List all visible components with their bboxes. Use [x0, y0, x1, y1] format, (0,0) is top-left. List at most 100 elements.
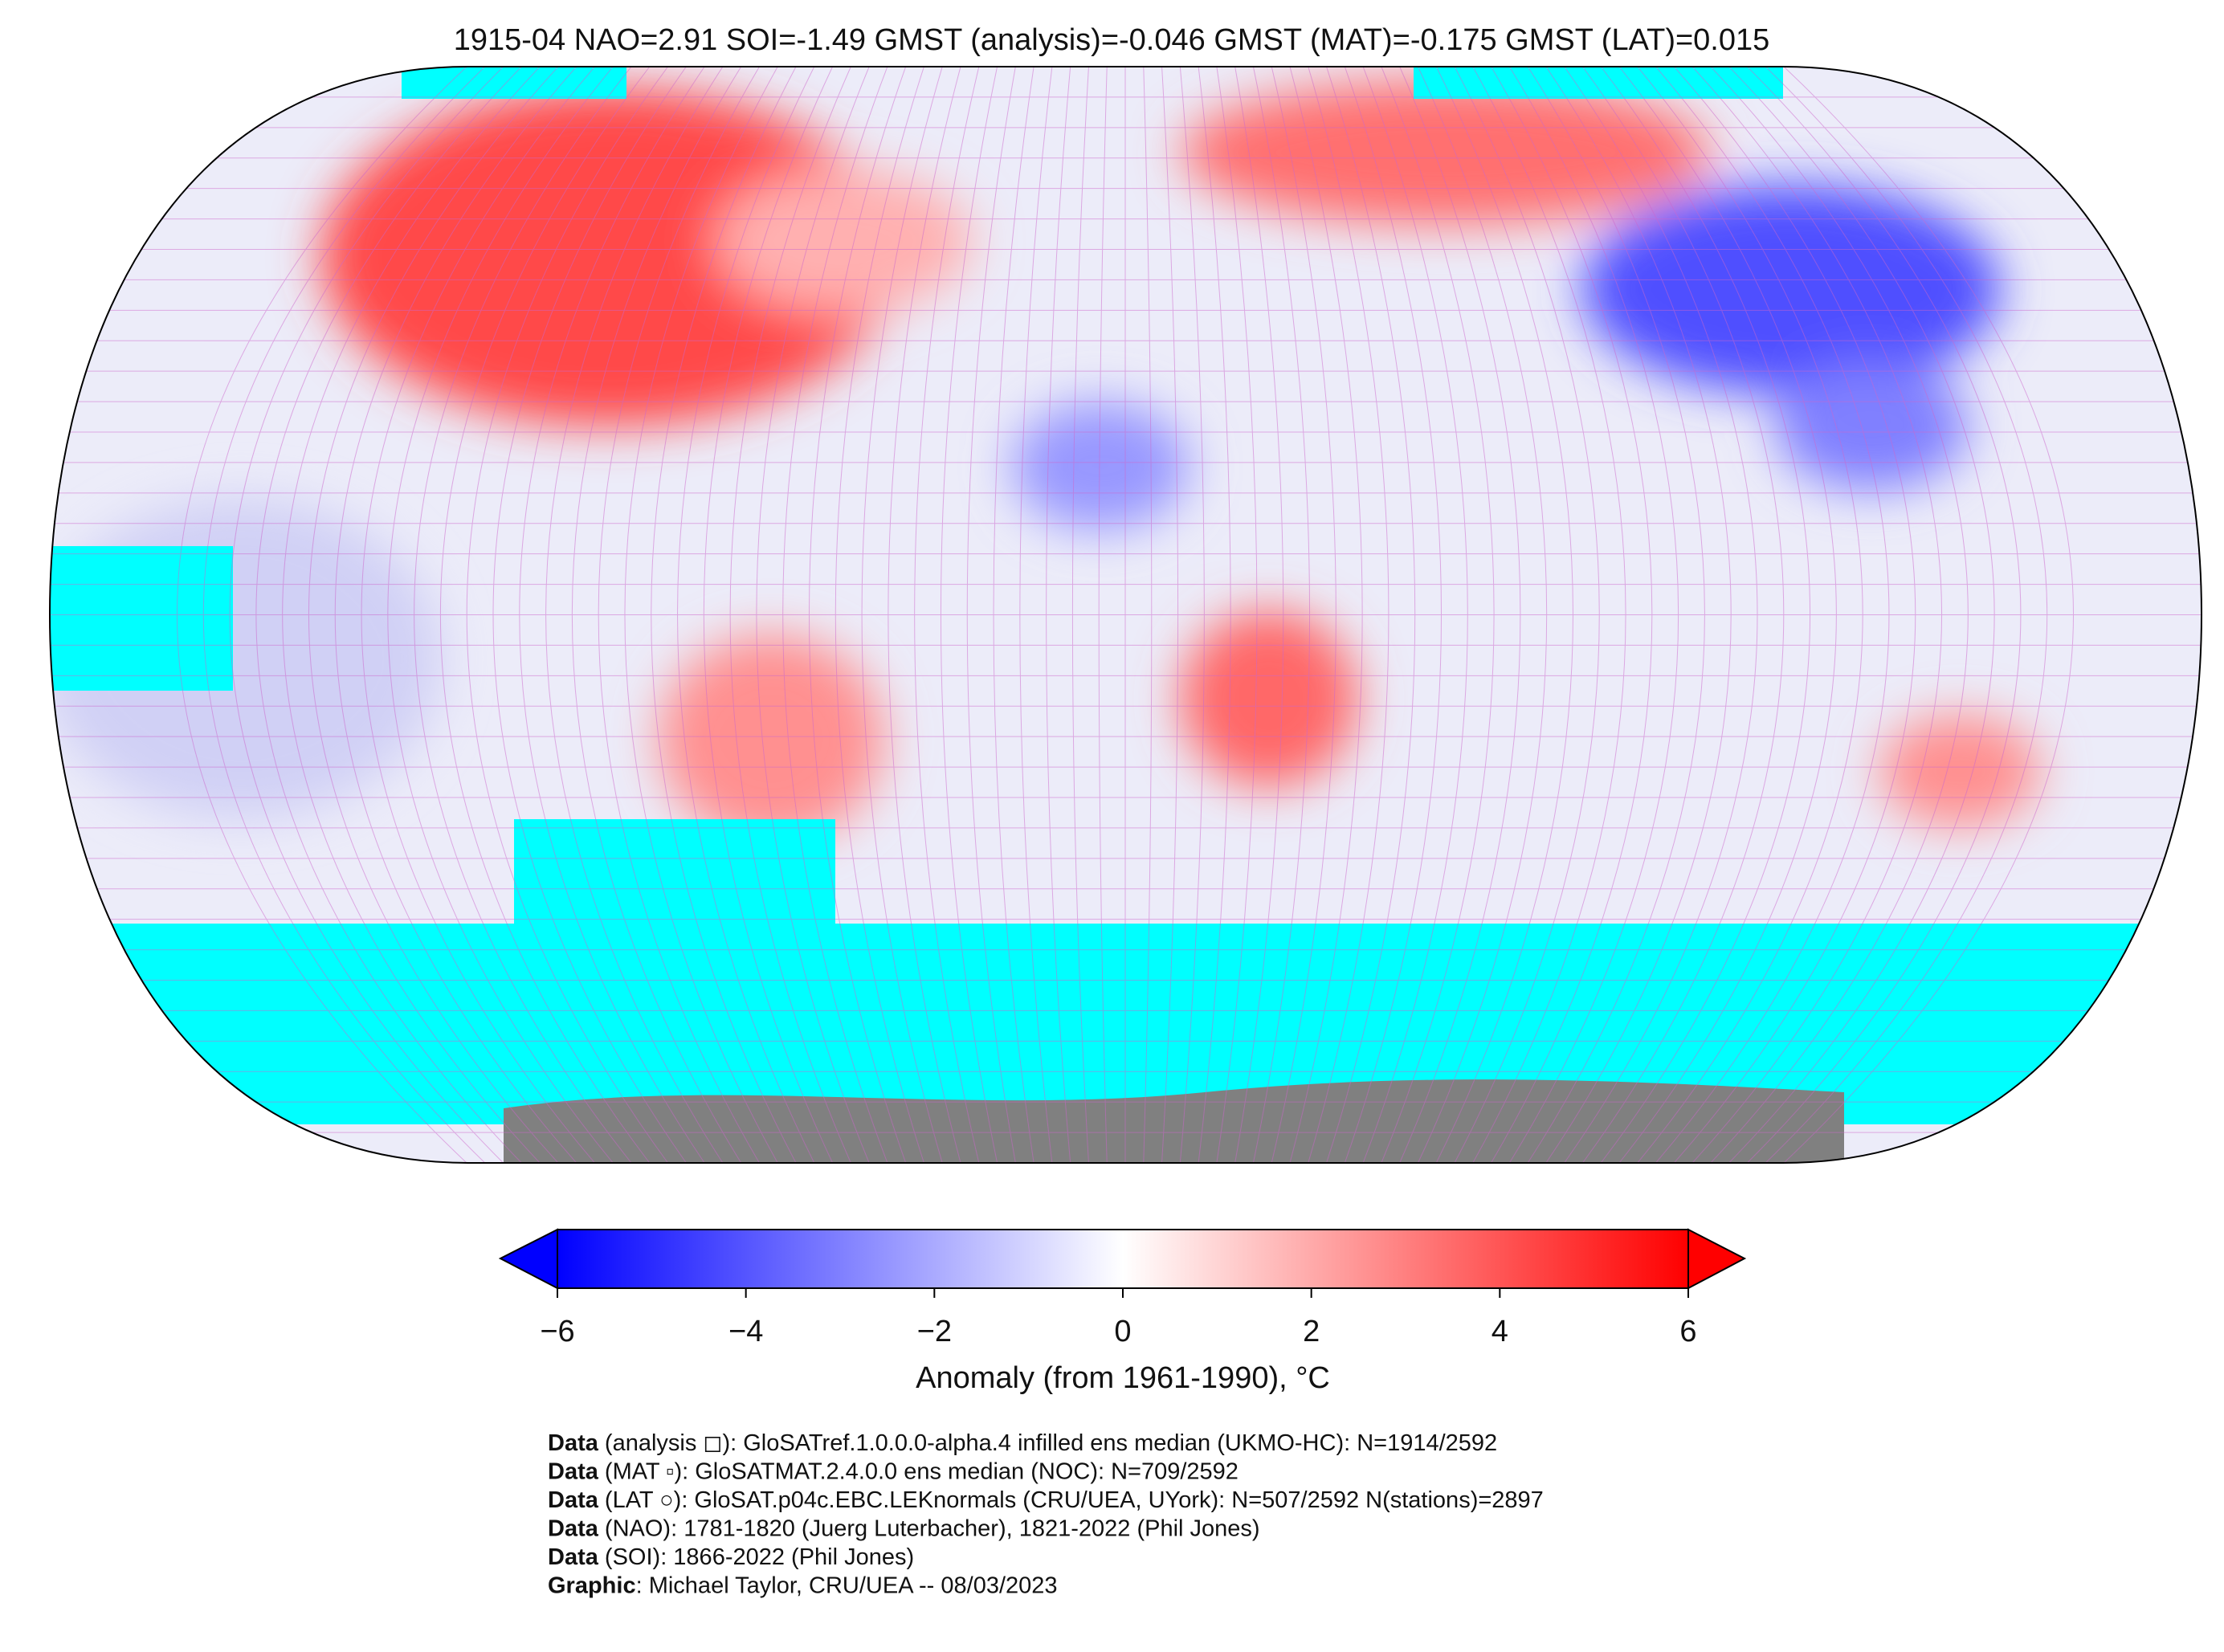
colorbar-tick-label: −2 [917, 1315, 952, 1348]
region-south-africa-warm [1181, 610, 1357, 787]
grid-line-lon [729, 67, 851, 1163]
grid-line-lon [202, 67, 486, 1163]
footer-line: Data (MAT ▫): GloSATMAT.2.4.0.0 ens medi… [548, 1459, 1239, 1485]
footer-line-label: Graphic [548, 1573, 636, 1599]
footer-line: Data (analysis ◻): GloSATref.1.0.0.0-alp… [548, 1430, 1497, 1456]
grid-line-lon [439, 67, 651, 1163]
grid-line-lon [835, 67, 924, 1163]
footer-line-label: Data [548, 1430, 599, 1456]
grid-line-lon [308, 67, 559, 1163]
grid-line-lon [1582, 67, 1785, 1163]
footer-line-text: (SOI): 1866-2022 (Phil Jones) [598, 1544, 914, 1570]
grid-line-lon [1308, 67, 1389, 1163]
footer-line: Data (LAT ○): GloSAT.p04c.EBC.LEKnormals… [548, 1487, 1544, 1513]
map-outline [48, 66, 2203, 1164]
grid-line-lon [545, 67, 724, 1163]
grid-line-lon [993, 67, 1034, 1163]
region-north-africa-cold [1012, 402, 1189, 530]
colorbar-tick-label: 0 [1114, 1315, 1131, 1348]
footer-line-text: (NAO): 1781-1820 (Juerg Luterbacher), 18… [598, 1516, 1260, 1542]
colorbar-gradient [557, 1229, 1689, 1289]
grid-line-lon [1362, 67, 1468, 1163]
colorbar-tick-label: 6 [1679, 1315, 1696, 1348]
grid-line-lon [1179, 67, 1205, 1163]
region-australia-warm [1879, 715, 2040, 827]
grid-line-lon [756, 67, 870, 1163]
grid-line-lon [334, 67, 577, 1163]
grid-line-lon [1252, 67, 1311, 1163]
grid-line-lon [1710, 67, 1969, 1163]
chart-title: 1915-04 NAO=2.91 SOI=-1.49 GMST (analysi… [454, 23, 1770, 57]
footer-line-text: : Michael Taylor, CRU/UEA -- 08/03/2023 [636, 1573, 1058, 1599]
footer-line-label: Data [548, 1544, 599, 1570]
grid-line-lon [1381, 67, 1495, 1163]
grid-line-lon [1691, 67, 1943, 1163]
grid-line-lon [1564, 67, 1758, 1163]
grid-line-lon [1783, 67, 2074, 1163]
grid-line-lon [677, 67, 815, 1163]
grid-line-lon [1747, 67, 2022, 1163]
grid-line-lon [1046, 67, 1071, 1163]
colorbar-extend-max [1687, 1228, 1747, 1290]
grid-line-lon [651, 67, 797, 1163]
grid-line-lon [1673, 67, 1916, 1163]
grid-line-lon [1216, 67, 1258, 1163]
grid-line-lon [519, 67, 705, 1163]
colorbar-tick-label: 4 [1492, 1315, 1508, 1348]
grid-line-lon [1271, 67, 1336, 1163]
grid-line-lon [414, 67, 632, 1163]
region-south-america-warm [659, 634, 883, 843]
colorbar-label: Anomaly (from 1961-1990), °C [916, 1361, 1330, 1395]
colorbar-extend-min [498, 1228, 558, 1290]
grid-line-lon [1618, 67, 1837, 1163]
grid-line-lon [571, 67, 742, 1163]
footer-line-text: (LAT ○): GloSAT.p04c.EBC.LEKnormals (CRU… [598, 1487, 1544, 1513]
grid-line-lon [361, 67, 595, 1163]
region-north-atlantic-warm [715, 169, 972, 313]
grid-line-lon [1289, 67, 1363, 1163]
region-west-pacific-cold [1775, 361, 1968, 490]
grid-line-lon [1435, 67, 1573, 1163]
grid-line-lon [1454, 67, 1600, 1163]
grid-line-lon [1098, 67, 1108, 1163]
grid-line-lon [1545, 67, 1732, 1163]
map [50, 67, 2202, 1163]
footer-line-label: Data [548, 1487, 599, 1513]
grid-line-lon [809, 67, 907, 1163]
footer-line: Data (NAO): 1781-1820 (Juerg Luterbacher… [548, 1516, 1260, 1542]
grid-line-lon [1198, 67, 1231, 1163]
grid-line-lon [1143, 67, 1153, 1163]
grid-line-lon [1019, 67, 1053, 1163]
grid-line-lon [1326, 67, 1416, 1163]
colorbar-tick-label: −4 [728, 1315, 763, 1348]
grid-line-lon [598, 67, 760, 1163]
grid-line-lon [861, 67, 943, 1163]
grid-line-lon [1637, 67, 1863, 1163]
antarctica [504, 1079, 1844, 1163]
grid-line-lon [282, 67, 541, 1163]
grid-line-lon [255, 67, 522, 1163]
region-arctic-nodata-east [1414, 67, 1783, 99]
footer-line: Data (SOI): 1866-2022 (Phil Jones) [548, 1544, 914, 1570]
grid-line-lon [1234, 67, 1284, 1163]
grid-line-lon [1765, 67, 2048, 1163]
footer-line-text: (analysis ◻): GloSATref.1.0.0.0-alpha.4 … [598, 1430, 1497, 1456]
grid-line-lon [1417, 67, 1548, 1163]
footer-line-text: (MAT ▫): GloSATMAT.2.4.0.0 ens median (N… [598, 1459, 1239, 1485]
footer-line: Graphic: Michael Taylor, CRU/UEA -- 08/0… [548, 1573, 1058, 1599]
grid-line-lon [1600, 67, 1811, 1163]
grid-line-lon [1344, 67, 1442, 1163]
grid-line-lon [940, 67, 998, 1163]
grid-line-lon [1399, 67, 1521, 1163]
region-west-pacific-nodata [50, 546, 233, 691]
footer: Data (analysis ◻): GloSATref.1.0.0.0-alp… [548, 1430, 1544, 1599]
colorbar-tick-label: −6 [540, 1315, 574, 1348]
grid-line-lon [914, 67, 980, 1163]
grid-line-lon [492, 67, 687, 1163]
footer-line-label: Data [548, 1459, 599, 1485]
region-north-america-warm [321, 88, 900, 426]
grid-line-lon [1071, 67, 1089, 1163]
grid-line-lon [1508, 67, 1679, 1163]
region-arctic-nodata-west [402, 67, 626, 99]
grid-line-lon [1527, 67, 1705, 1163]
